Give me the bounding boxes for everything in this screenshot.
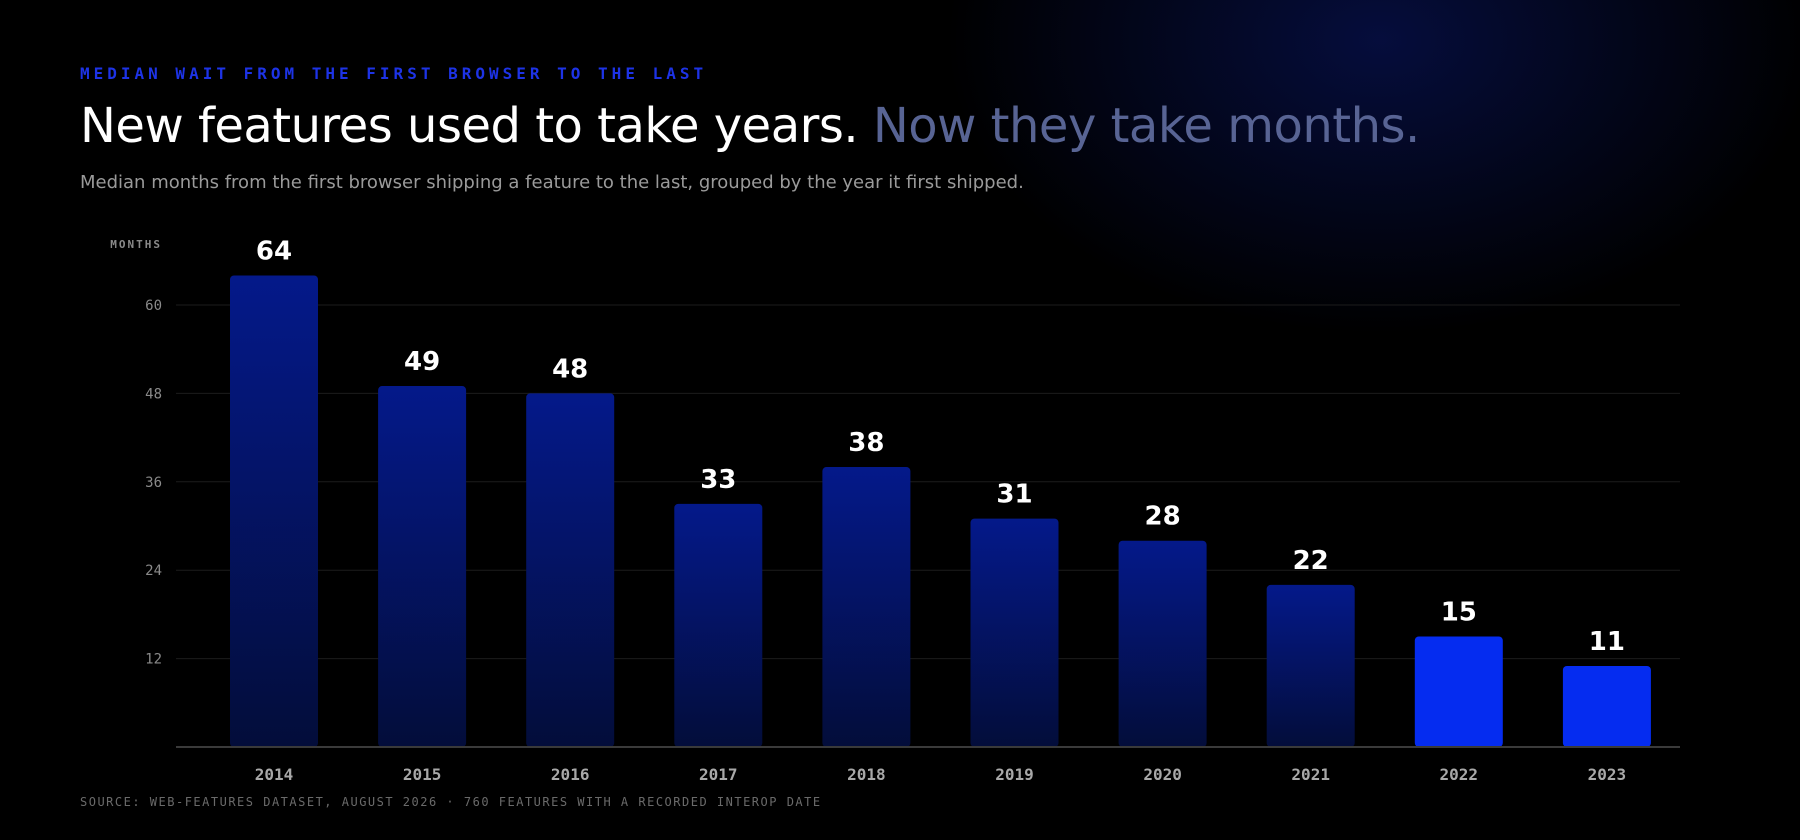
value-label-2022: 15 — [1441, 597, 1477, 627]
bar-2022 — [1414, 636, 1503, 747]
y-tick-label: 60 — [145, 298, 162, 314]
value-label-2020: 28 — [1145, 502, 1181, 532]
value-label-2018: 38 — [848, 428, 884, 458]
x-tick-label-2019: 2019 — [995, 765, 1034, 784]
chart-subtitle: Median months from the first browser shi… — [80, 172, 1024, 193]
y-tick-label: 36 — [145, 475, 162, 491]
value-label-2019: 31 — [996, 480, 1032, 510]
bar-2016 — [526, 393, 615, 747]
value-label-2016: 48 — [552, 354, 588, 384]
bar-2015 — [378, 386, 467, 747]
value-label-2015: 49 — [404, 347, 440, 377]
headline-main: New features used to take years. — [80, 98, 859, 154]
x-tick-label-2023: 2023 — [1588, 765, 1627, 784]
x-tick-label-2018: 2018 — [847, 765, 886, 784]
value-label-2021: 22 — [1293, 546, 1329, 576]
bar-2014 — [230, 275, 318, 747]
x-tick-label-2014: 2014 — [255, 765, 294, 784]
bar-2018 — [822, 467, 911, 747]
y-tick-label: 48 — [145, 386, 162, 402]
bar-2019 — [970, 518, 1059, 747]
bar-2017 — [674, 503, 763, 747]
chart-source-note: SOURCE: WEB-FEATURES DATASET, AUGUST 202… — [80, 795, 822, 809]
x-tick-label-2022: 2022 — [1440, 765, 1479, 784]
y-axis-label: MONTHS — [110, 238, 162, 251]
x-tick-label-2015: 2015 — [403, 765, 442, 784]
chart-eyebrow: MEDIAN WAIT FROM THE FIRST BROWSER TO TH… — [80, 64, 708, 83]
bar-2021 — [1266, 584, 1355, 747]
bar-2020 — [1118, 540, 1207, 747]
x-tick-label-2016: 2016 — [551, 765, 590, 784]
value-label-2017: 33 — [700, 465, 736, 495]
x-tick-label-2017: 2017 — [699, 765, 738, 784]
x-tick-label-2021: 2021 — [1291, 765, 1330, 784]
bar-2023 — [1562, 665, 1651, 747]
value-label-2014: 64 — [256, 237, 292, 267]
chart-headline: New features used to take years. Now the… — [80, 98, 1420, 154]
y-tick-label: 12 — [145, 652, 162, 668]
x-tick-label-2020: 2020 — [1143, 765, 1182, 784]
y-tick-label: 24 — [145, 563, 162, 579]
headline-accent: Now they take months. — [872, 98, 1420, 154]
value-label-2023: 11 — [1589, 627, 1625, 657]
